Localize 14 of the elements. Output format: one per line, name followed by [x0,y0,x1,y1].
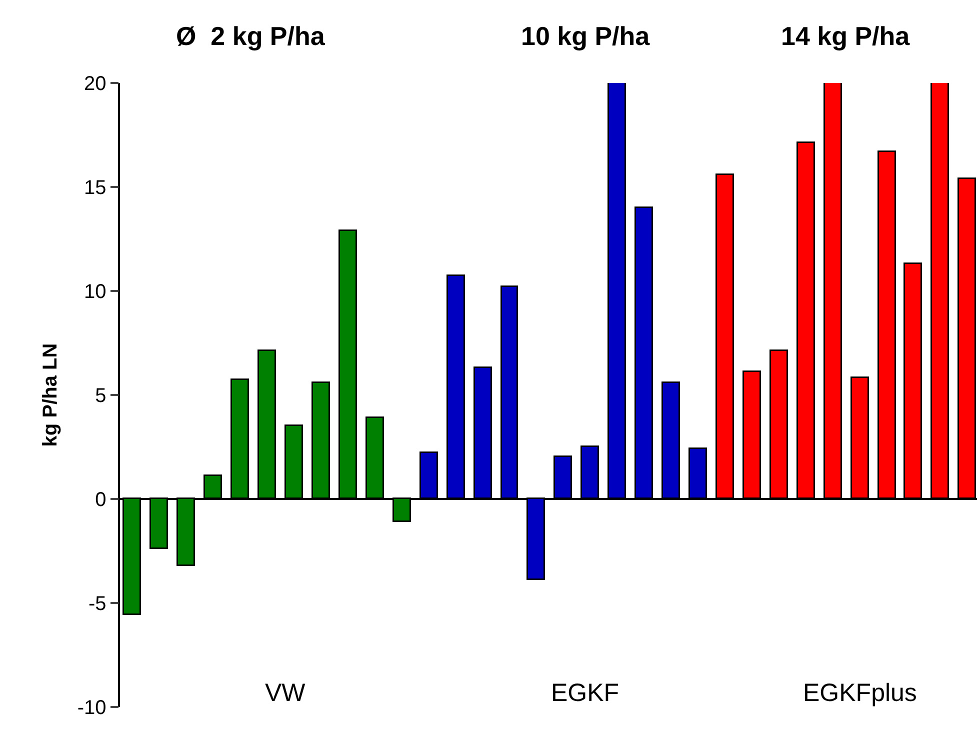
y-tick-label: -5 [88,593,106,615]
text: Ø 2 kg P/ha [176,21,326,51]
text: 10 kg P/ha [521,21,650,51]
y-tick-label: 20 [84,73,106,95]
y-tick-label: 15 [84,177,106,199]
y-tick-label: 0 [95,489,106,511]
annotation: VW [265,679,306,707]
annotation: EGKF [551,679,620,707]
y-axis-title: kg P/ha LN [39,343,62,447]
y-tick-label: 5 [95,385,106,407]
y-tick-label: 10 [84,281,106,303]
text: 14 kg P/ha [781,21,910,51]
y-tick-label: -10 [77,697,106,719]
annotation: EGKFplus [803,679,917,707]
